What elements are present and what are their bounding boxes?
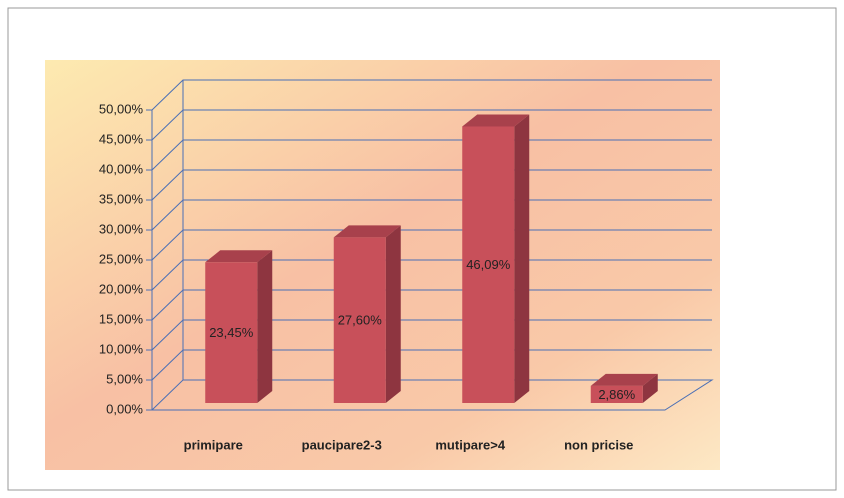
y-tick-label: 20,00% bbox=[99, 281, 144, 296]
grid-line bbox=[151, 79, 712, 111]
bar-top bbox=[590, 373, 658, 386]
y-tick-label: 10,00% bbox=[99, 341, 144, 356]
bar-side bbox=[385, 225, 401, 403]
bar-side bbox=[514, 114, 530, 404]
y-tick-label: 50,00% bbox=[99, 101, 144, 116]
y-tick-label: 25,00% bbox=[99, 251, 144, 266]
y-tick-label: 40,00% bbox=[99, 161, 144, 176]
bar-side bbox=[257, 250, 273, 403]
floor bbox=[150, 379, 714, 411]
grid-line bbox=[151, 349, 712, 381]
bar-side bbox=[642, 373, 658, 403]
grid-line bbox=[151, 229, 712, 261]
x-tick-label: primipare bbox=[184, 437, 243, 452]
y-tick-label: 45,00% bbox=[99, 131, 144, 146]
x-tick-label: mutipare>4 bbox=[435, 437, 505, 452]
value-label: 27,60% bbox=[338, 313, 383, 328]
bar bbox=[333, 237, 386, 403]
grid-line bbox=[151, 289, 712, 321]
value-label: 23,45% bbox=[209, 325, 254, 340]
x-tick-label: paucipare2-3 bbox=[302, 437, 382, 452]
bar-top bbox=[462, 114, 530, 127]
y-tick-label: 30,00% bbox=[99, 221, 144, 236]
value-label: 46,09% bbox=[466, 257, 511, 272]
grid-line bbox=[151, 109, 712, 141]
grid-line bbox=[151, 139, 712, 171]
bar bbox=[462, 126, 515, 404]
y-tick-label: 15,00% bbox=[99, 311, 144, 326]
grid-line bbox=[151, 259, 712, 291]
bar-top bbox=[205, 250, 273, 263]
y-tick-label: 35,00% bbox=[99, 191, 144, 206]
grid-line bbox=[151, 169, 712, 201]
bar bbox=[205, 262, 258, 403]
grid-line bbox=[151, 199, 712, 231]
y-tick-label: 5,00% bbox=[106, 371, 143, 386]
bar bbox=[590, 385, 643, 403]
y-tick-label: 0,00% bbox=[106, 401, 143, 416]
bar-top bbox=[333, 225, 401, 238]
grid-line bbox=[151, 319, 712, 351]
value-label: 2,86% bbox=[598, 387, 635, 402]
x-tick-label: non pricise bbox=[564, 437, 633, 452]
